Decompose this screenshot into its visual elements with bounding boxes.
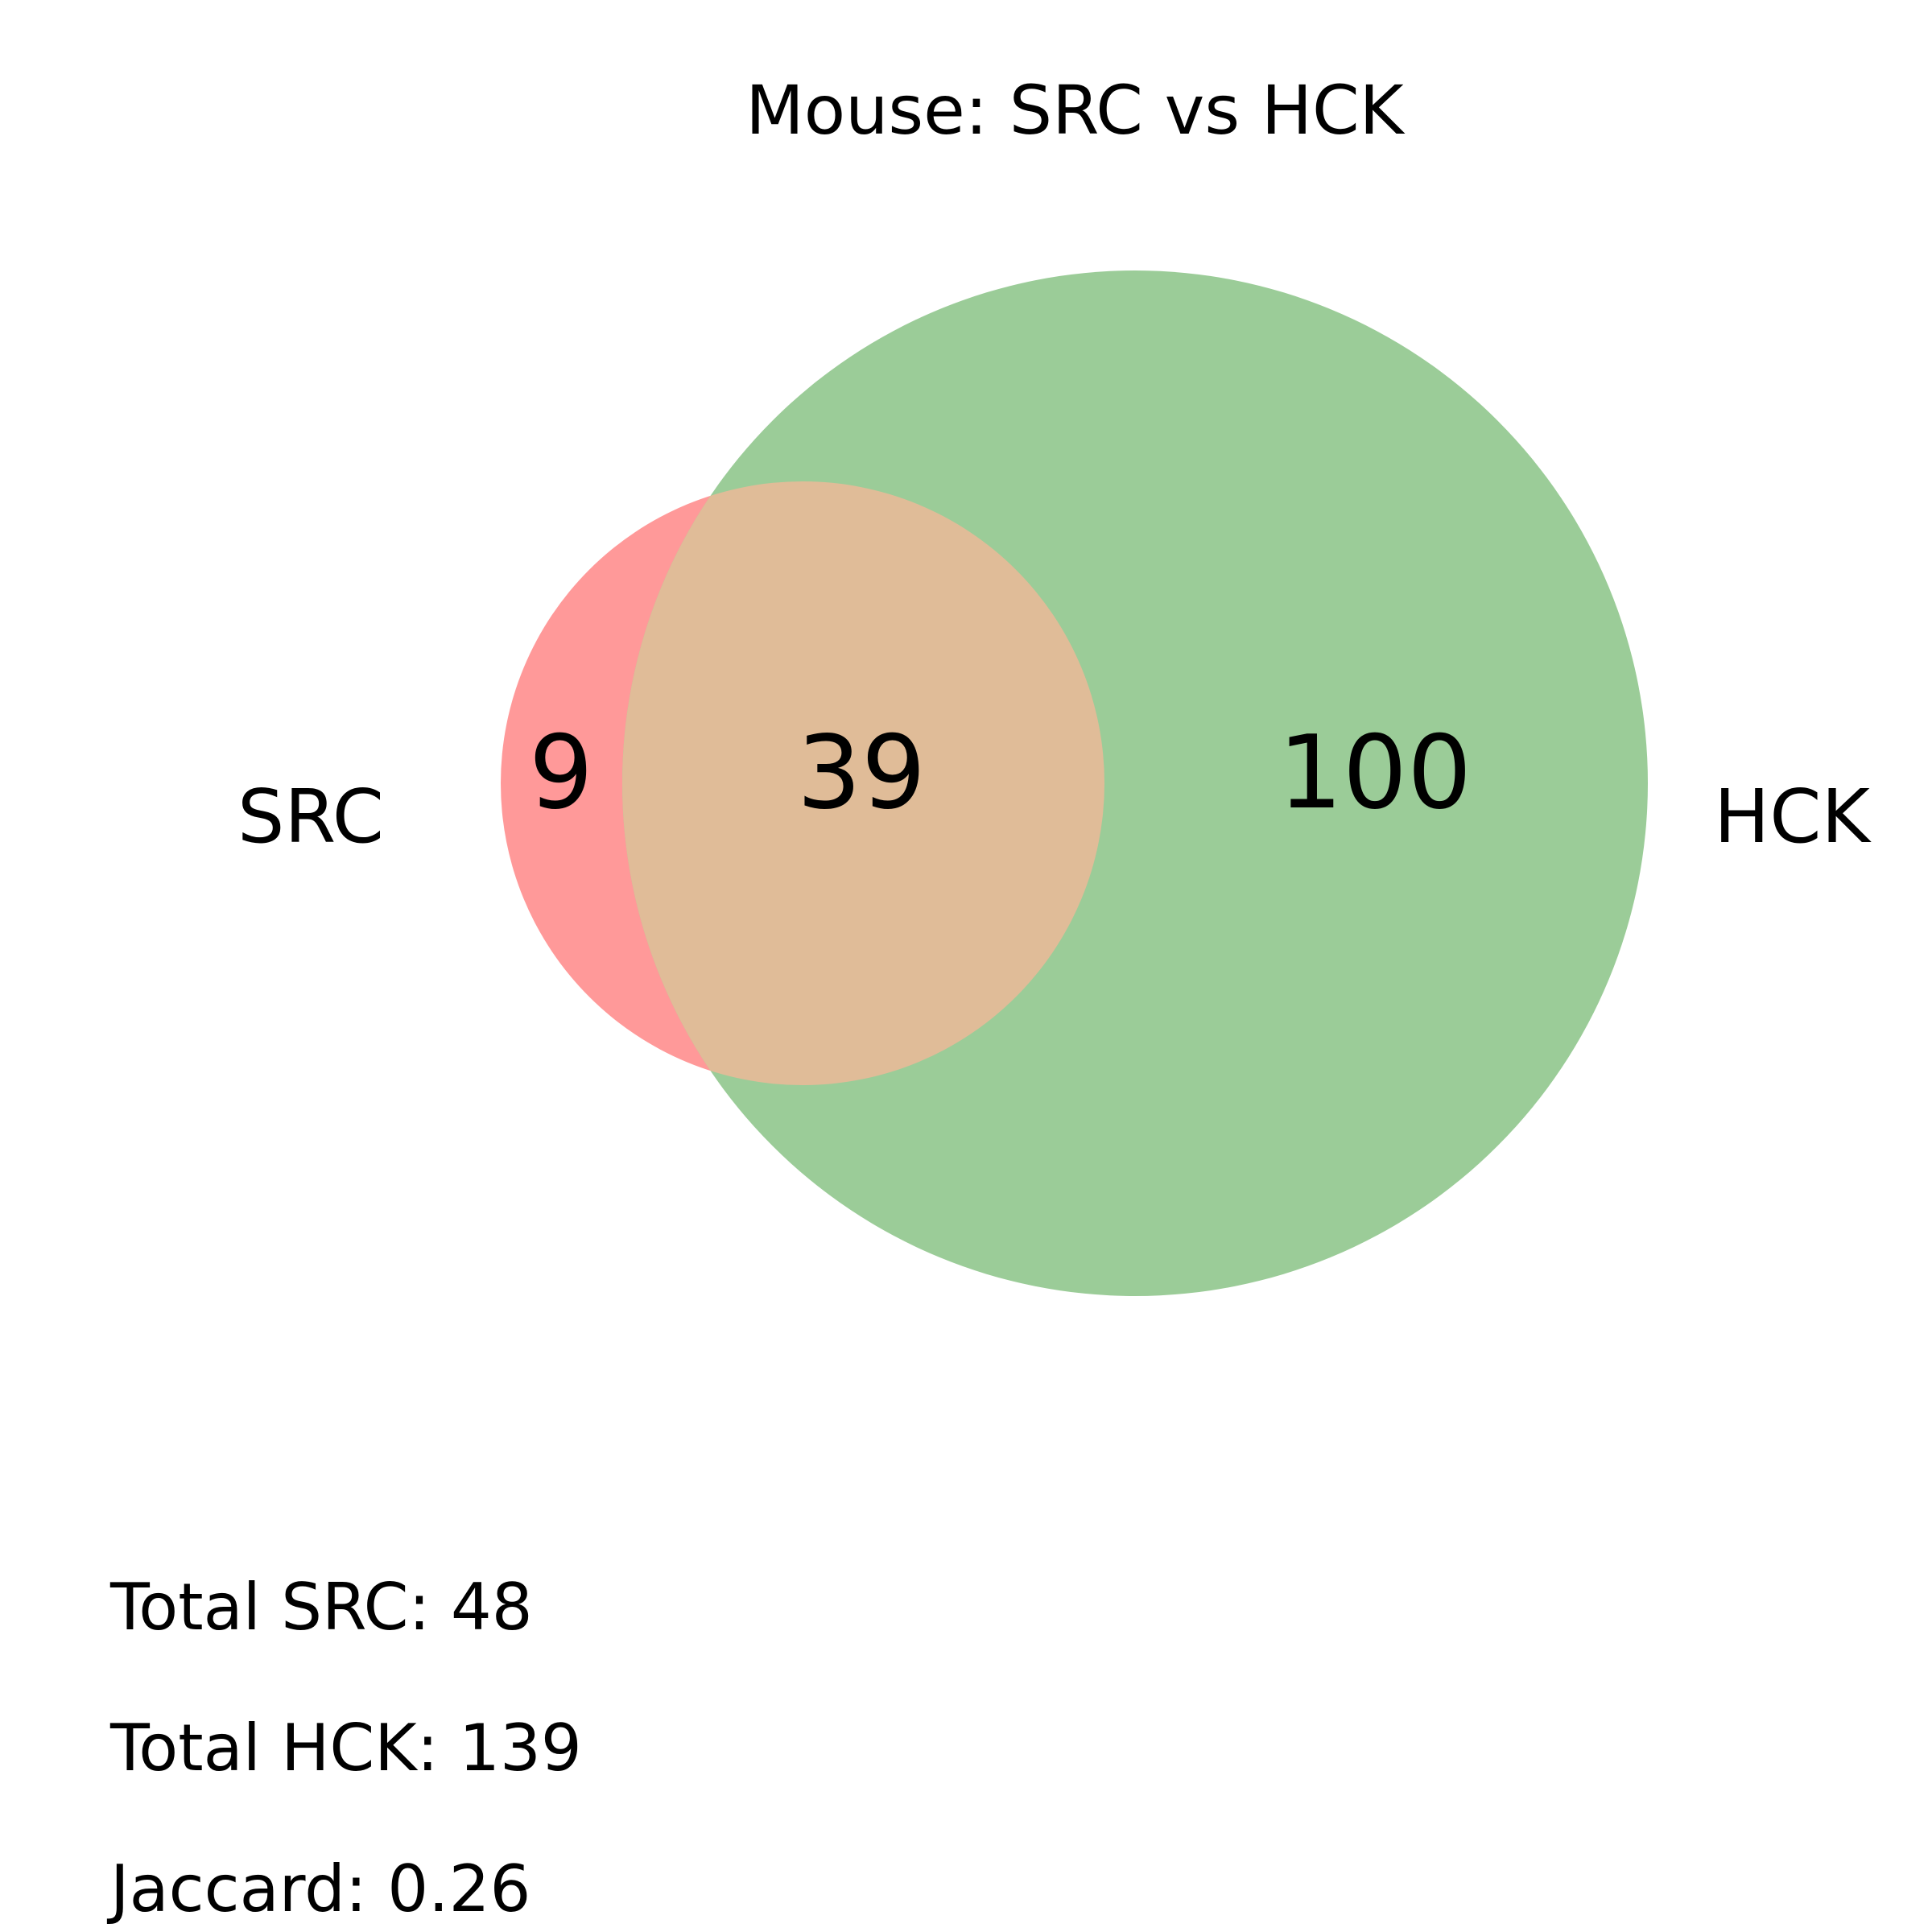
total-src-stat: Total SRC: 48 (110, 1570, 533, 1645)
jaccard-stat: Jaccard: 0.26 (110, 1852, 531, 1926)
set-a-label: SRC (237, 774, 384, 860)
set-b-label: HCK (1714, 774, 1872, 860)
chart-title: Mouse: SRC vs HCK (745, 71, 1405, 150)
region-intersection-count: 39 (797, 713, 926, 832)
region-only-b-count: 100 (1278, 713, 1472, 832)
total-hck-stat: Total HCK: 139 (110, 1711, 582, 1785)
intersection-region (622, 481, 1104, 1085)
region-only-a-count: 9 (529, 713, 593, 832)
